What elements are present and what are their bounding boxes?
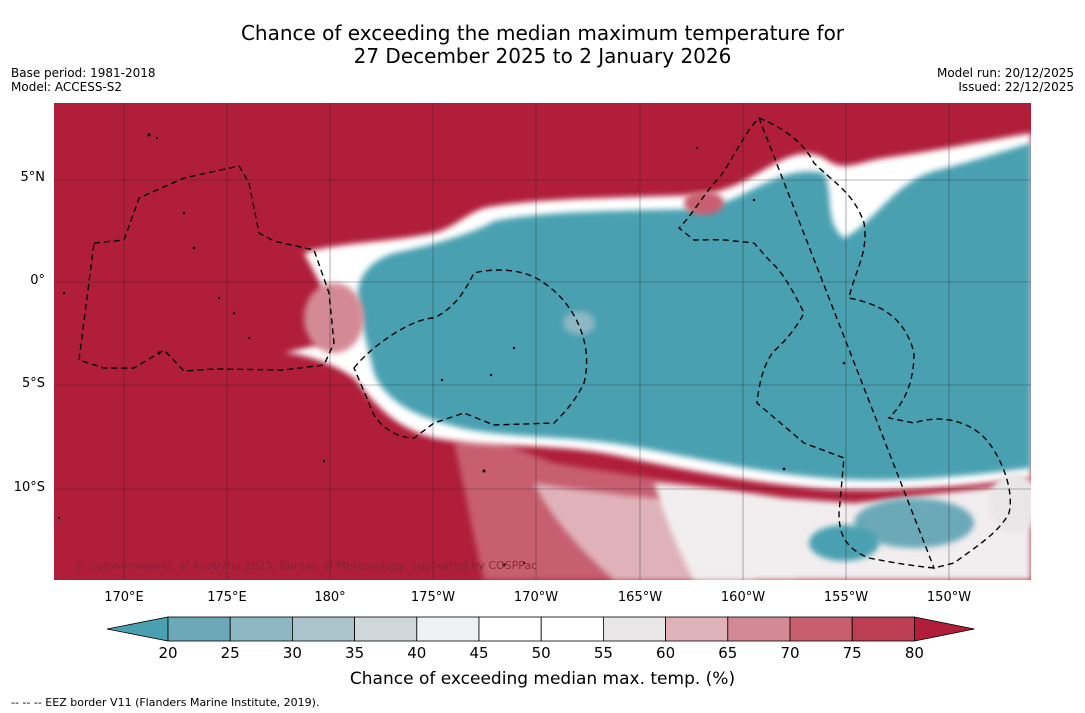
model-run: Model run: 20/12/2025: [936, 66, 1074, 80]
colorbar-segment: [229, 616, 293, 642]
eez-footnote: -- -- -- EEZ border V11 (Flanders Marine…: [11, 696, 320, 709]
colorbar: [106, 616, 975, 642]
lat-label-0: 0°: [30, 273, 45, 288]
eez-borders: [78, 116, 1011, 569]
lon-label-170e: 170°E: [104, 590, 144, 605]
colorbar-tick-label: 70: [780, 644, 800, 662]
colorbar-segment: [665, 616, 729, 642]
cool-patch-se: [854, 498, 974, 548]
warm-patch-west: [304, 283, 364, 353]
title-line-1: Chance of exceeding the median maximum t…: [240, 21, 845, 45]
eez-line-islands-south: [677, 116, 936, 569]
issued-date: Issued: 22/12/2025: [958, 80, 1074, 94]
warm-patch-north: [684, 191, 724, 215]
colorbar-tick-label: 45: [469, 644, 489, 662]
title-line-2: 27 December 2025 to 2 January 2026: [353, 44, 732, 68]
cool-patch-central: [563, 311, 595, 335]
colorbar-extend-low: [106, 616, 169, 642]
colorbar-segment: [354, 616, 418, 642]
cool-patch-se-2: [809, 525, 879, 561]
colorbar-segment: [478, 616, 542, 642]
colorbar-tick-label: 55: [593, 644, 613, 662]
colorbar-segment: [540, 616, 604, 642]
meta-left: Base period: 1981-2018 Model: ACCESS-S2: [11, 66, 156, 94]
colorbar-segment: [789, 616, 853, 642]
base-period: Base period: 1981-2018: [11, 66, 156, 80]
colorbar-tick-label: 50: [531, 644, 551, 662]
colorbar-segment: [416, 616, 480, 642]
graticule: [54, 103, 1031, 580]
lon-label-165w: 165°W: [617, 590, 663, 605]
lon-label-170w: 170°W: [513, 590, 559, 605]
lon-label-160w: 160°W: [720, 590, 766, 605]
lat-label-5s: 5°S: [21, 376, 45, 391]
colorbar-tick-label: 35: [345, 644, 365, 662]
colorbar-tick-label: 20: [158, 644, 178, 662]
lat-label-5n: 5°N: [20, 170, 46, 185]
colorbar-segment: [727, 616, 791, 642]
island-markers: [57, 133, 846, 567]
colorbar-segment: [167, 616, 231, 642]
copyright-notice: © Commonwealth of Australia 2025, Bureau…: [74, 559, 538, 572]
colorbar-tick-label: 65: [718, 644, 738, 662]
eez-phoenix: [353, 269, 588, 439]
colorbar-title: Chance of exceeding median max. temp. (%…: [349, 669, 736, 689]
colorbar-tick-label: 40: [407, 644, 427, 662]
eez-line-islands-north: [758, 117, 1011, 569]
lon-label-180: 180°: [314, 590, 346, 605]
meta-right: Model run: 20/12/2025 Issued: 22/12/2025: [937, 66, 1074, 94]
cool-region: [357, 143, 1031, 480]
probability-map: [54, 103, 1031, 580]
lon-label-175w: 175°W: [410, 590, 456, 605]
colorbar-tick-label: 75: [842, 644, 862, 662]
colorbar-segment: [851, 616, 915, 642]
model-name: Model: ACCESS-S2: [11, 80, 123, 94]
colorbar-tick-label: 25: [220, 644, 240, 662]
lon-label-175e: 175°E: [207, 590, 247, 605]
lon-label-150w: 150°W: [926, 590, 972, 605]
eez-kiribati-west: [78, 165, 335, 372]
colorbar-extend-high: [914, 616, 975, 642]
lon-label-155w: 155°W: [823, 590, 869, 605]
map-title: Chance of exceeding the median maximum t…: [0, 22, 1085, 68]
colorbar-segment: [602, 616, 666, 642]
colorbar-tick-label: 30: [282, 644, 302, 662]
colorbar-tick-label: 80: [904, 644, 924, 662]
lat-label-10s: 10°S: [13, 480, 45, 495]
colorbar-tick-label: 60: [656, 644, 676, 662]
colorbar-segment: [291, 616, 355, 642]
